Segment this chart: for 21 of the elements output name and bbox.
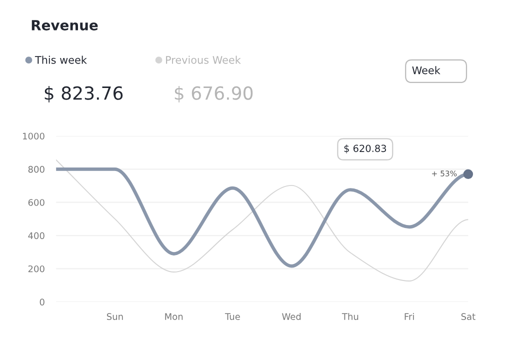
x-tick-label: Mon [165,313,183,320]
y-tick-label: 200 [28,265,44,272]
y-tick-label: 600 [28,199,44,206]
x-tick-label: Thu [342,313,358,320]
text: $ 823.76 [44,86,123,102]
chart-title: Revenue [32,20,98,30]
legend-label: This week [34,56,87,64]
x-tick-label: Tue [224,313,240,320]
x-tick-label: Sun [106,313,123,320]
legend-label: Previous Week [166,56,241,64]
y-tick-label: 1000 [23,132,44,140]
line-series [56,159,468,282]
x-tick-label: Sat [461,313,476,320]
text: $ 676.90 [174,86,253,102]
text: Week [412,66,440,74]
x-tick-label: Fri [404,313,414,320]
y-tick-label: 800 [28,166,44,173]
y-tick-label: 0 [40,298,44,306]
x-tick-label: Wed [282,313,301,320]
annotation: $ 620.83 [344,144,386,154]
y-tick-label: 400 [28,232,44,240]
